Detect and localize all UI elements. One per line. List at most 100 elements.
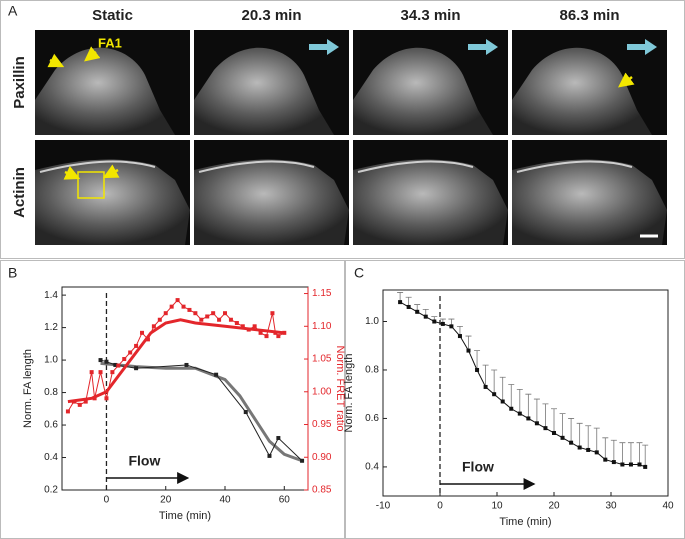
data-point	[240, 324, 245, 329]
data-point	[98, 358, 103, 363]
panel-frame	[345, 260, 685, 539]
data-point	[214, 372, 219, 377]
data-point	[134, 343, 139, 348]
series-line	[100, 359, 303, 462]
panel-frame	[0, 260, 345, 539]
data-point	[432, 319, 437, 324]
data-point	[440, 321, 445, 326]
data-point	[181, 304, 186, 309]
data-point	[140, 330, 145, 335]
data-point	[526, 416, 531, 421]
data-point	[423, 314, 428, 319]
data-point	[77, 402, 82, 407]
cell-edge	[198, 160, 315, 173]
y2-tick-label: 0.85	[312, 485, 332, 496]
cell	[353, 47, 493, 135]
data-point	[483, 384, 488, 389]
yellow-arrow	[47, 53, 65, 68]
data-point	[258, 330, 263, 335]
y-tick-label: 1.2	[44, 322, 58, 333]
yellow-arrow	[84, 46, 101, 62]
error-bar	[559, 413, 566, 438]
y2-tick-label: 1.00	[312, 386, 332, 397]
data-point	[184, 362, 189, 367]
yellow-arrow	[63, 165, 81, 180]
error-bar	[568, 418, 575, 443]
data-point	[83, 399, 88, 404]
y-tick-label: 1.0	[365, 316, 379, 327]
data-point	[398, 300, 403, 305]
data-point	[134, 366, 139, 371]
data-point	[449, 324, 454, 329]
data-point	[128, 350, 133, 355]
data-point	[145, 337, 150, 342]
cell-edge	[357, 160, 474, 173]
x-tick-label: 20	[548, 501, 560, 512]
data-point	[492, 392, 497, 397]
data-point	[65, 409, 70, 414]
error-bar	[542, 403, 549, 429]
data-point	[217, 317, 222, 322]
flow-label: Flow	[128, 453, 160, 469]
data-point	[552, 430, 556, 435]
data-point	[500, 399, 505, 404]
y-tick-label: 0.8	[365, 365, 379, 376]
y-tick-label: 0.2	[44, 485, 58, 496]
data-point	[113, 362, 118, 367]
data-point	[406, 304, 411, 309]
data-point	[628, 462, 633, 467]
data-point	[104, 359, 109, 364]
cell-edge	[39, 160, 156, 173]
column-title: 86.3 min	[559, 7, 619, 24]
cell	[194, 47, 334, 135]
error-bar	[465, 335, 472, 351]
x-tick-label: 10	[491, 501, 503, 512]
yellow-arrow	[102, 164, 120, 179]
data-point	[270, 311, 275, 316]
data-point	[243, 410, 248, 415]
x-tick-label: 0	[437, 501, 443, 512]
error-bar	[576, 422, 583, 448]
data-point	[98, 370, 103, 375]
error-bar	[482, 364, 489, 387]
data-point	[205, 314, 210, 319]
y-tick-label: 1.0	[44, 355, 58, 366]
data-point	[577, 445, 582, 450]
y-axis-label: Norm. FA length	[22, 349, 34, 428]
data-point	[643, 464, 648, 469]
x-tick-label: 60	[279, 495, 291, 506]
cell	[353, 159, 508, 245]
y2-tick-label: 0.95	[312, 419, 332, 430]
x-tick-label: 0	[104, 495, 110, 506]
data-point	[603, 457, 608, 462]
data-point	[110, 370, 115, 375]
data-point	[175, 298, 180, 303]
error-bar	[551, 408, 557, 433]
column-title: 20.3 min	[241, 7, 301, 24]
data-point	[276, 436, 281, 441]
flow-arrow	[627, 39, 657, 55]
flow-arrow	[468, 39, 498, 55]
error-bar	[499, 376, 506, 402]
data-point	[534, 421, 539, 426]
error-bar	[602, 437, 609, 460]
data-point	[157, 317, 162, 322]
data-point	[252, 324, 257, 329]
fit-line	[100, 361, 303, 463]
x-tick-label: 40	[662, 501, 674, 512]
data-point	[276, 334, 281, 339]
y2-tick-label: 1.10	[312, 321, 332, 332]
data-point	[211, 311, 216, 316]
cell	[512, 47, 652, 135]
row-label: Paxillin	[11, 56, 28, 109]
data-point	[509, 406, 514, 411]
data-point	[543, 426, 548, 431]
data-point	[594, 450, 599, 455]
error-bar	[642, 444, 649, 467]
panel-label: B	[8, 265, 17, 281]
error-bar	[533, 398, 540, 424]
error-bar	[508, 384, 515, 409]
data-point	[193, 311, 198, 316]
cell	[512, 159, 667, 245]
data-point	[151, 324, 156, 329]
